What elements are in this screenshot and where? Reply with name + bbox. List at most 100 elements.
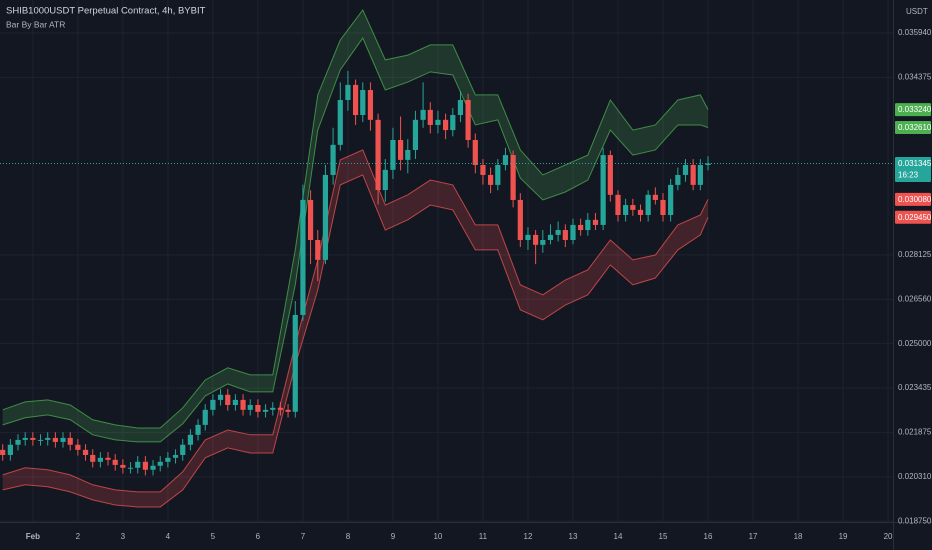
candle-body [390,140,396,170]
y-tick-label: 0.020310 [898,472,932,481]
x-tick-label: 3 [121,532,126,541]
candle-body [607,155,613,195]
candle-body [142,461,148,470]
candle-body [510,155,516,200]
x-tick-label: 2 [76,532,81,541]
indicator-name: Bar By Bar ATR [6,19,65,29]
candle-body [442,119,449,131]
candle-body [345,84,351,100]
y-tick-label: 0.018750 [898,516,932,525]
candle-body [270,407,276,410]
candle-body [367,90,374,120]
candle-body [682,165,689,175]
candle-body [405,149,411,160]
y-tick-label: 0.034375 [898,73,932,82]
upper-band-top [2,8,709,429]
price-label-box [895,210,931,224]
candle-body [150,465,156,470]
candle-body [465,99,471,141]
candle-body [202,409,208,425]
candle-body [525,234,531,240]
candle-body [615,194,621,215]
x-tick-label: Feb [26,532,40,541]
candle-body [337,99,343,145]
candle-body [315,239,321,260]
candle-body [172,454,179,458]
candle-body [517,199,523,240]
candle-body [15,439,21,445]
candle-body [382,169,388,190]
candle-body [675,174,681,185]
candle-body [45,437,51,440]
candle-body [285,409,291,412]
candle-body [217,394,224,400]
candle-body [247,404,253,410]
candle-body [488,174,494,185]
candle-body [127,467,134,469]
x-tick-label: 9 [391,532,396,541]
candle-body [22,437,28,440]
candle-body [645,194,651,215]
x-tick-label: 15 [659,532,668,541]
x-tick-label: 13 [569,532,578,541]
candle-body [450,115,456,131]
candle-body [352,84,359,116]
candle-body [135,461,141,468]
candle-body [472,140,478,166]
candle-body [600,155,606,225]
candle-body [375,119,381,190]
candle-body [30,437,36,440]
candle-body [533,234,539,245]
candle-body [67,437,73,445]
candle-body [360,90,366,116]
candle-body [157,461,163,466]
candle-body [652,194,658,200]
candle-body [300,199,306,315]
candle-body [555,230,561,235]
x-tick-label: 5 [211,532,216,541]
candle-body [307,199,314,240]
candle-body [562,230,568,240]
x-tick-label: 19 [839,532,848,541]
candle-body [277,407,284,410]
price-label: 0.029450 [898,213,932,222]
y-tick-label: 0.028125 [898,250,932,259]
candle-body [585,219,591,231]
upper-band-bottom [2,37,709,443]
x-tick-label: 14 [614,532,623,541]
lower-band-top [2,149,709,493]
candle-body [637,209,644,215]
candle-body [210,399,216,410]
candle-body [540,239,546,245]
lower-band-bottom [2,174,709,508]
price-label: 0.030080 [898,195,932,204]
candle-body [502,155,509,166]
candle-body [292,314,298,412]
candle-body [37,439,44,441]
candle-body [322,174,329,260]
x-tick-label: 18 [794,532,803,541]
x-tick-label: 20 [884,532,893,541]
y-tick-label: 0.023435 [898,383,932,392]
candle-body [225,394,231,405]
x-tick-label: 8 [346,532,351,541]
candle-body [240,399,246,410]
candle-body [630,205,636,210]
price-label: 0.033240 [898,105,932,114]
candle-body [668,184,674,215]
price-label: 0.032610 [898,123,932,132]
candle-body [195,424,201,435]
candle-body [705,163,711,166]
x-tick-label: 16 [704,532,713,541]
candle-body [420,109,426,120]
price-label-box [895,192,931,206]
candle-body [165,457,171,462]
candle-body [120,464,126,468]
currency: USDT [906,7,928,16]
candle-body [660,199,666,215]
x-tick-label: 17 [749,532,758,541]
candle-body [435,119,441,125]
